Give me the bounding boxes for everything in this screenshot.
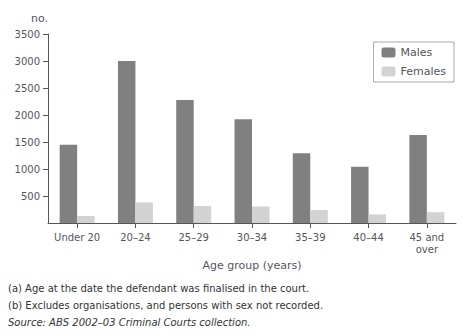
svg-text:Males: Males bbox=[400, 46, 432, 59]
svg-text:35–39: 35–39 bbox=[295, 232, 325, 243]
svg-text:45 and: 45 and bbox=[409, 232, 444, 243]
svg-text:(a) Age at the date the defend: (a) Age at the date the defendant was fi… bbox=[8, 283, 309, 294]
svg-text:over: over bbox=[416, 244, 439, 255]
svg-text:Source: ABS 2002–03 Criminal C: Source: ABS 2002–03 Criminal Courts coll… bbox=[8, 317, 251, 328]
svg-text:25–29: 25–29 bbox=[178, 232, 208, 243]
svg-text:3500: 3500 bbox=[15, 29, 40, 40]
svg-text:30–34: 30–34 bbox=[237, 232, 267, 243]
svg-text:Females: Females bbox=[400, 65, 446, 78]
svg-text:1500: 1500 bbox=[15, 137, 40, 148]
svg-text:no.: no. bbox=[31, 12, 48, 25]
svg-text:(b) Excludes organisations, an: (b) Excludes organisations, and persons … bbox=[8, 300, 323, 311]
svg-text:Age group (years): Age group (years) bbox=[202, 259, 301, 272]
svg-text:500: 500 bbox=[21, 191, 40, 202]
svg-text:2000: 2000 bbox=[15, 110, 40, 121]
svg-text:3000: 3000 bbox=[15, 56, 40, 67]
svg-text:2500: 2500 bbox=[15, 83, 40, 94]
svg-text:40–44: 40–44 bbox=[353, 232, 383, 243]
svg-text:20–24: 20–24 bbox=[120, 232, 150, 243]
svg-text:Under 20: Under 20 bbox=[54, 232, 100, 243]
svg-text:1000: 1000 bbox=[15, 164, 40, 175]
